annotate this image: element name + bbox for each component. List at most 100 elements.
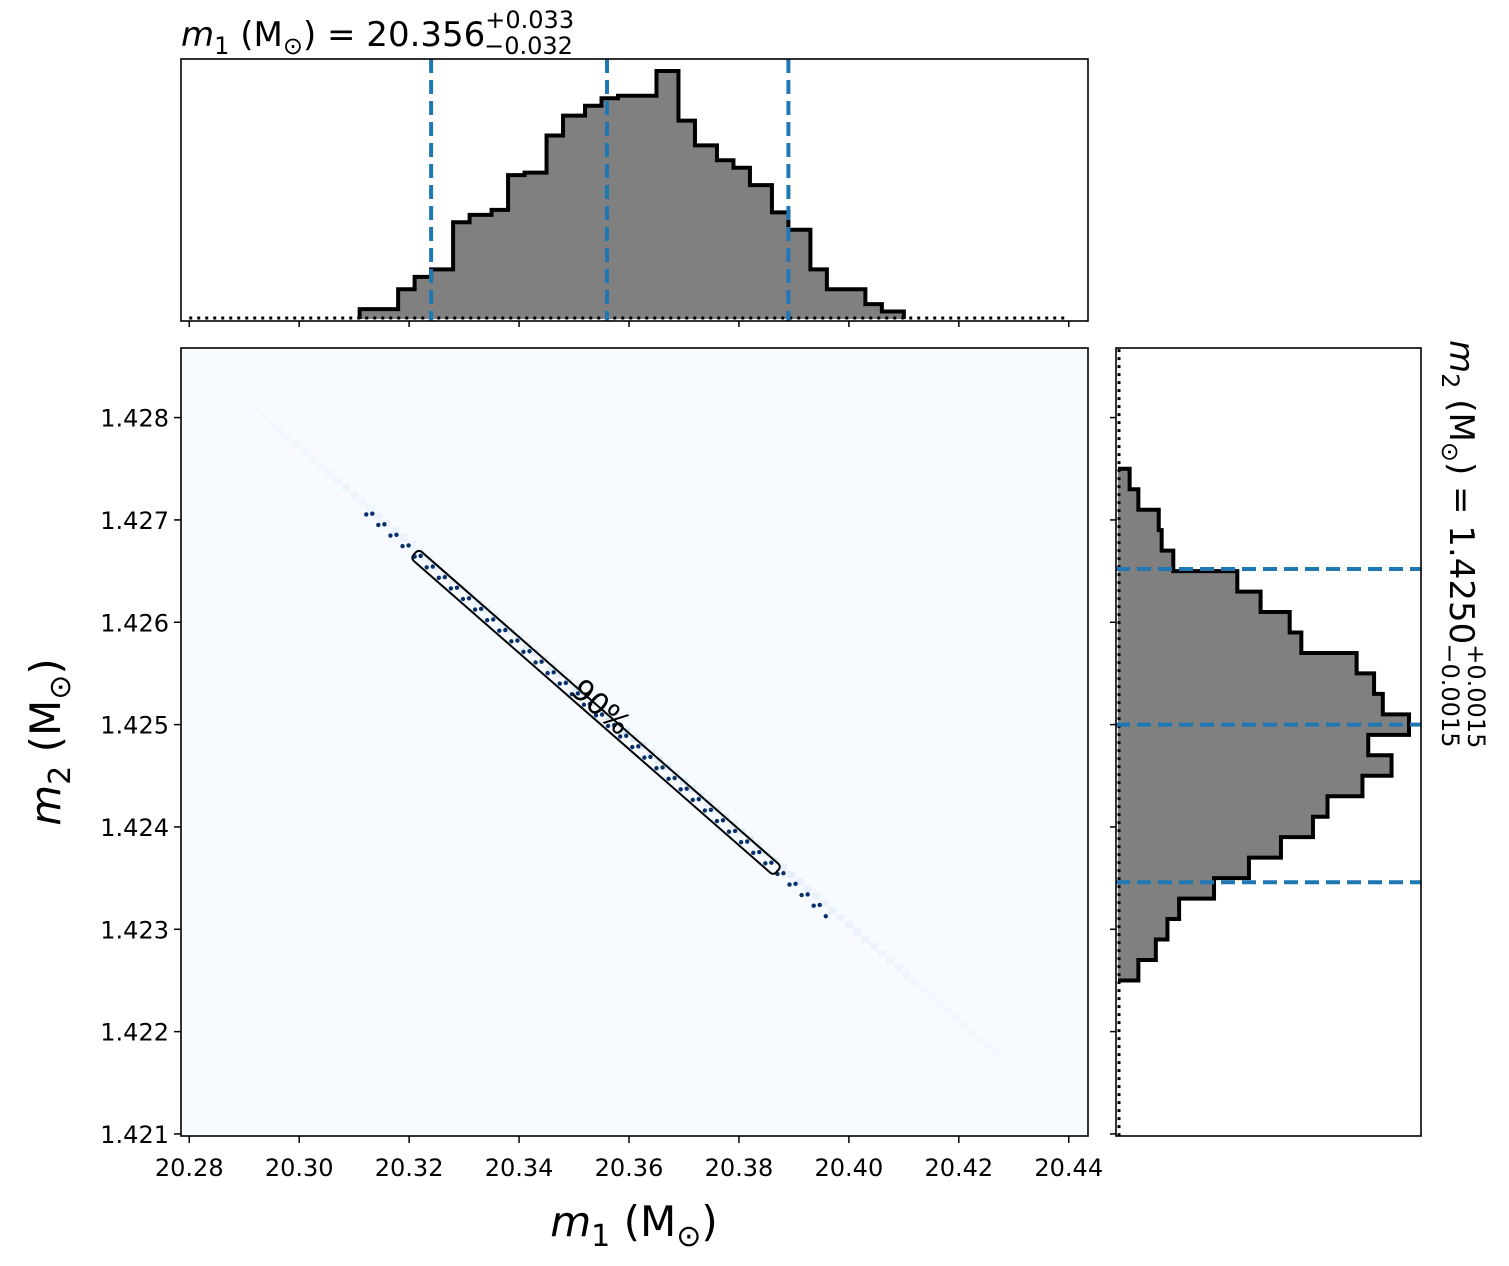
heatmap-cell (449, 577, 458, 585)
y-tick-label: 1.422 (100, 1019, 169, 1047)
x-tick-label: 20.42 (924, 1154, 993, 1182)
x-tick-label: 20.34 (485, 1154, 554, 1182)
heatmap-cell (358, 498, 367, 506)
heatmap-cell (952, 1014, 961, 1022)
heatmap-cell (391, 527, 400, 535)
heatmap-cell (902, 971, 911, 979)
x-tick-label: 20.36 (595, 1154, 664, 1182)
y-tick-label: 1.426 (100, 609, 169, 637)
sample-point (545, 670, 550, 676)
sample-point (521, 649, 526, 655)
x-tick-label: 20.32 (375, 1154, 444, 1182)
sample-point (515, 638, 520, 643)
sample-point (551, 670, 556, 675)
heatmap-cell (935, 999, 944, 1007)
heatmap-cell (341, 484, 350, 492)
sample-point (497, 628, 502, 633)
sample-point (569, 691, 575, 697)
heatmap-cell (943, 1007, 952, 1015)
sample-point (460, 596, 466, 602)
sample-point (714, 818, 720, 824)
heatmap-cell (465, 591, 474, 599)
y-tick-label: 1.425 (100, 712, 169, 740)
sample-point (817, 902, 822, 908)
sample-point (811, 903, 816, 908)
sample-point (738, 840, 744, 845)
sample-point (672, 775, 677, 781)
heatmap-cell (325, 469, 334, 477)
sample-point (708, 807, 714, 812)
sample-point (793, 881, 798, 887)
sample-point (424, 565, 429, 570)
sample-point (751, 850, 756, 855)
sample-point (666, 776, 671, 781)
heatmap-cell (350, 491, 359, 499)
sample-point (805, 892, 810, 897)
heatmap-cell (869, 942, 878, 950)
heatmap-cell (383, 520, 392, 528)
heatmap-cell (820, 899, 829, 907)
heatmap-cell (292, 441, 301, 449)
heatmap-cell (993, 1050, 1002, 1058)
heatmap-cell (960, 1021, 969, 1029)
sample-point (533, 660, 538, 665)
sample-point (430, 564, 435, 569)
sample-point (472, 607, 478, 612)
heatmap-cell (795, 878, 804, 886)
sample-point (799, 892, 804, 898)
heatmap-cell (927, 992, 936, 1000)
sample-point (642, 755, 647, 760)
sample-point (527, 648, 532, 654)
heatmap-cell (886, 957, 895, 965)
x-axis-label: m1 (M⊙) (550, 1197, 718, 1254)
heatmap-cell (300, 448, 309, 456)
sample-point (763, 861, 768, 866)
heatmap-cell (836, 914, 845, 922)
sample-point (787, 882, 792, 887)
sample-point (509, 639, 514, 644)
y-tick-label: 1.428 (100, 405, 169, 433)
m1-histogram-edge (357, 69, 906, 319)
heatmap-cell (424, 555, 433, 563)
x-tick-label: 20.38 (705, 1154, 774, 1182)
sample-point (732, 828, 738, 834)
x-tick-label: 20.40 (815, 1154, 884, 1182)
heatmap-cell (894, 964, 903, 972)
y-tick-label: 1.424 (100, 814, 169, 842)
sample-point (690, 797, 695, 803)
heatmap-cell (778, 863, 787, 871)
top-panel-frame (180, 58, 1089, 322)
joint-background (181, 348, 1088, 1136)
sample-point (503, 627, 508, 633)
heatmap-cell (787, 871, 796, 879)
sample-point (436, 575, 442, 581)
heatmap-cell (803, 885, 812, 893)
heatmap-cell (877, 949, 886, 957)
sample-point (726, 829, 732, 834)
heatmap-cell (811, 892, 820, 900)
sample-point (563, 680, 568, 686)
sample-point (744, 839, 750, 844)
sample-point (605, 723, 611, 729)
sample-point (557, 681, 562, 686)
sample-point (394, 532, 399, 538)
joint-posterior-panel: 90% 20.28 20.30 20.32 20.34 20.36 20.38 20.40 2… (21, 347, 1103, 1254)
sample-point (636, 744, 641, 749)
heatmap-cell (828, 906, 837, 914)
heatmap-cell (919, 985, 928, 993)
sample-point (382, 522, 387, 527)
heatmap-cell (374, 512, 383, 520)
sample-point (388, 533, 393, 538)
sample-point (654, 765, 659, 771)
heatmap-cell (861, 935, 870, 943)
joint-panel-frame (180, 347, 1089, 1137)
sample-point (418, 553, 423, 559)
sample-point (575, 691, 581, 696)
heatmap-cell (275, 426, 284, 434)
x-tick-label: 20.28 (155, 1154, 224, 1182)
sample-point (539, 659, 544, 664)
sample-point (648, 754, 653, 760)
sample-point (757, 849, 762, 855)
m2-title: m2 (M⊙) = 1.4250+0.0015−0.0015 (1436, 340, 1490, 748)
heatmap-cell (432, 563, 441, 571)
